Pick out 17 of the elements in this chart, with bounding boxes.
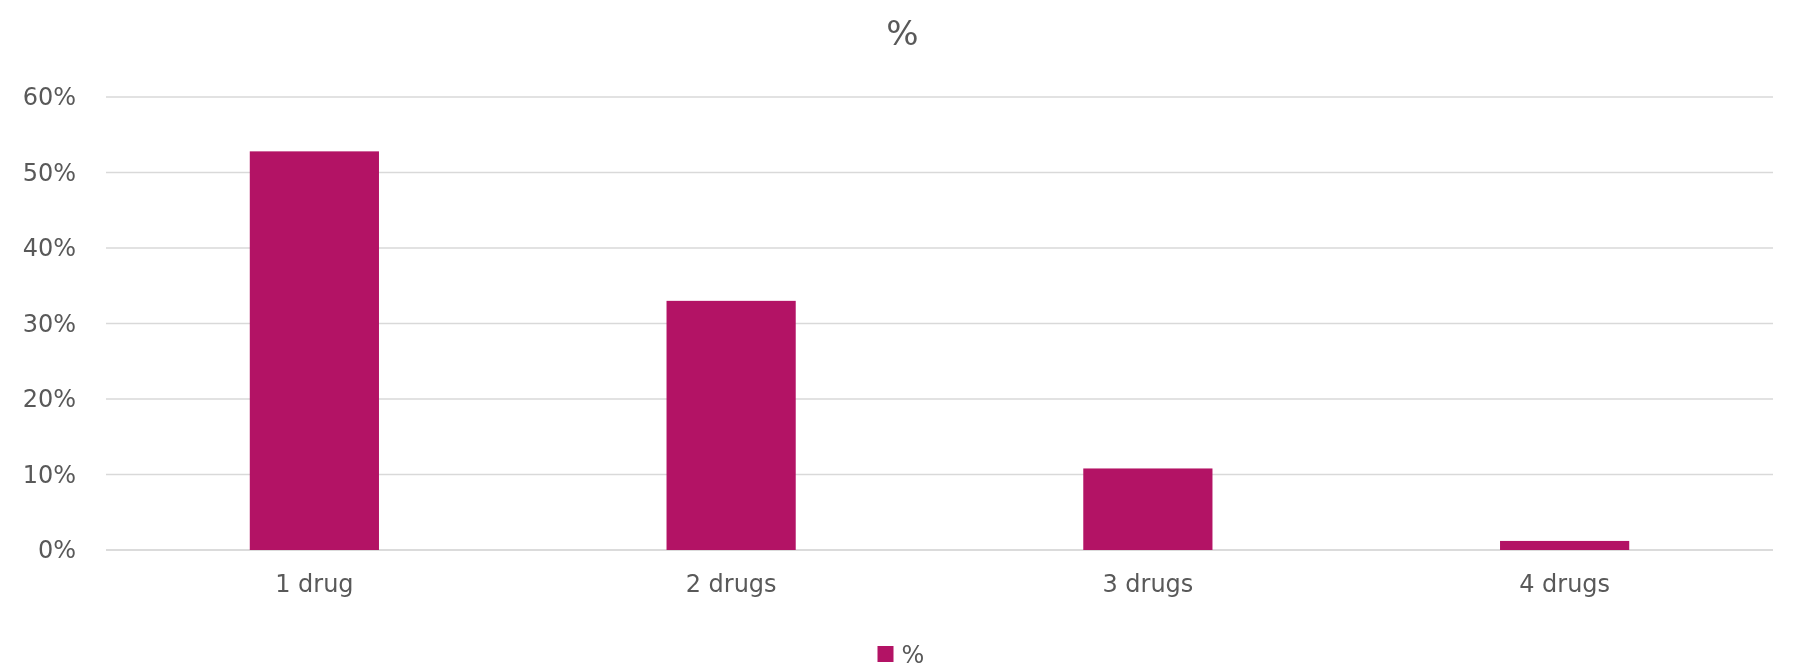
legend-label: % <box>901 641 925 669</box>
x-tick-label: 4 drugs <box>1519 570 1611 599</box>
y-tick-label: 20% <box>22 385 76 414</box>
y-tick-label: 60% <box>22 83 76 112</box>
bar <box>1083 468 1213 550</box>
y-tick-label: 0% <box>37 536 76 565</box>
y-tick-label: 30% <box>22 309 76 338</box>
y-tick-label: 10% <box>22 460 76 489</box>
bar <box>249 151 379 550</box>
chart-title: % <box>886 13 919 53</box>
x-tick-label: 2 drugs <box>685 570 777 599</box>
bar <box>1500 540 1630 550</box>
x-tick-label: 3 drugs <box>1102 570 1194 599</box>
y-tick-label: 50% <box>22 158 76 187</box>
y-tick-label: 40% <box>22 234 76 263</box>
x-tick-label: 1 drug <box>275 570 354 599</box>
bar <box>666 300 796 550</box>
